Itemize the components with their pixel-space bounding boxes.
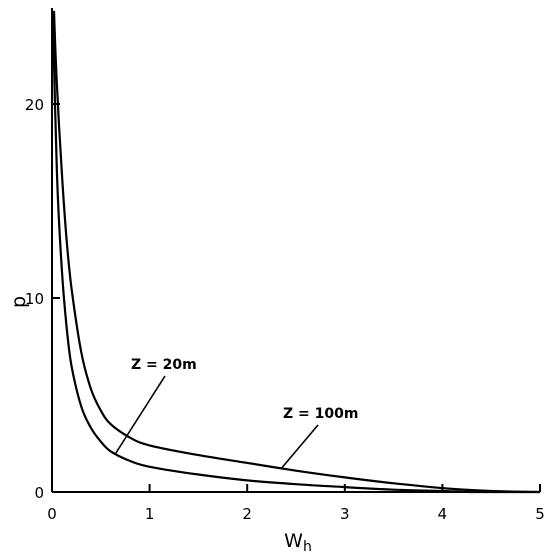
annotations: Z = 20m Z = 100m xyxy=(114,357,358,469)
x-tick-label: 4 xyxy=(438,505,448,523)
x-axis-label: Wh xyxy=(284,530,312,555)
x-tick-label: 0 xyxy=(47,505,57,523)
x-tick-label: 2 xyxy=(242,505,252,523)
y-tick-label: 10 xyxy=(25,290,44,308)
annotation-leader xyxy=(280,424,319,469)
x-tick-label: 5 xyxy=(535,505,545,523)
x-axis-label-sub: h xyxy=(303,539,312,555)
y-tick-label: 0 xyxy=(34,484,44,502)
x-axis-label-main: W xyxy=(284,530,303,552)
x-tick-label: 1 xyxy=(145,505,155,523)
y-tick-label: 20 xyxy=(25,96,44,114)
series-line-z20 xyxy=(51,16,541,494)
annotation-leader xyxy=(114,375,166,455)
x-tick-label: 3 xyxy=(340,505,350,523)
annotation-label: Z = 100m xyxy=(283,406,358,422)
annotation-label: Z = 20m xyxy=(131,357,197,373)
y-axis-label: p xyxy=(8,296,30,308)
